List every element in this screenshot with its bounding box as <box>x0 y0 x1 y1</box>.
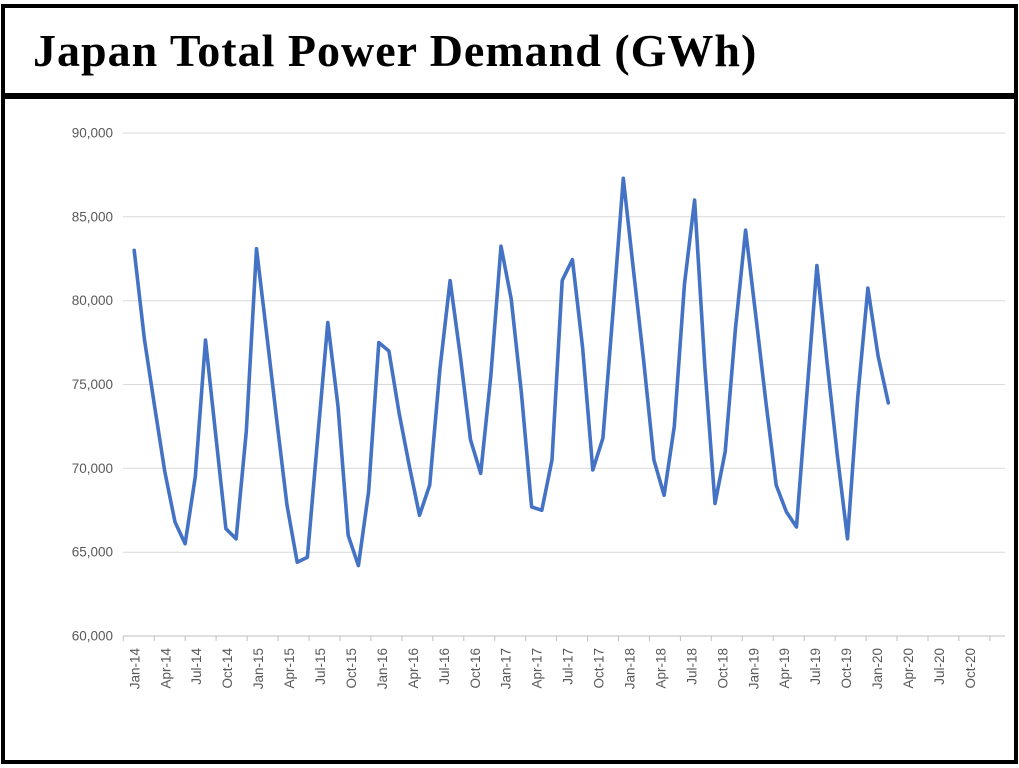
x-tick-label: Apr-19 <box>777 648 792 689</box>
x-tick-label: Oct-16 <box>468 648 483 689</box>
x-tick-label: Oct-14 <box>220 648 235 689</box>
x-tick-label: Jul-18 <box>684 648 699 685</box>
x-tick-label: Jan-20 <box>870 648 885 689</box>
x-tick-label: Jan-19 <box>746 648 761 689</box>
x-tick-label: Oct-18 <box>715 648 730 689</box>
x-tick-label: Oct-19 <box>839 648 854 689</box>
y-axis-labels: 90,000 85,000 80,000 75,000 70,000 65,000 60,0… <box>72 126 113 644</box>
y-tick-label: 60,000 <box>72 629 113 644</box>
x-tick-label: Jan-18 <box>623 648 638 689</box>
x-tick-label: Apr-14 <box>158 648 173 689</box>
title-bar: Japan Total Power Demand (GWh) <box>5 8 1014 99</box>
x-axis-ticks <box>122 636 991 641</box>
x-tick-label: Apr-15 <box>282 648 297 689</box>
y-tick-label: 75,000 <box>72 377 113 392</box>
y-tick-label: 90,000 <box>72 126 113 141</box>
x-tick-label: Jul-17 <box>561 648 576 685</box>
x-tick-label: Oct-17 <box>592 648 607 689</box>
y-tick-label: 65,000 <box>72 545 113 560</box>
x-tick-label: Jan-17 <box>499 648 514 689</box>
x-tick-label: Apr-16 <box>406 648 421 689</box>
outer-frame <box>1 4 1018 764</box>
y-tick-label: 85,000 <box>72 209 113 224</box>
x-tick-label: Jul-19 <box>808 648 823 685</box>
x-tick-label: Apr-17 <box>530 648 545 689</box>
y-tick-label: 70,000 <box>72 461 113 476</box>
x-axis-labels: Jan-14 Apr-14 Jul-14 Oct-14 Jan-15 Apr-15 Jul-… <box>127 648 978 690</box>
gridlines <box>123 132 1005 637</box>
x-tick-label: Jul-16 <box>437 648 452 685</box>
x-tick-label: Jul-14 <box>189 648 204 685</box>
y-tick-label: 80,000 <box>72 293 113 308</box>
x-tick-label: Jul-20 <box>932 648 947 685</box>
x-tick-label: Jan-16 <box>375 648 390 689</box>
x-tick-label: Apr-18 <box>653 648 668 689</box>
x-tick-label: Jan-14 <box>127 648 142 690</box>
x-tick-label: Jul-15 <box>313 648 328 685</box>
demand-line-series <box>132 176 891 568</box>
x-tick-label: Oct-15 <box>344 648 359 689</box>
x-tick-label: Oct-20 <box>963 648 978 689</box>
x-tick-label: Apr-20 <box>901 648 916 689</box>
chart-title: Japan Total Power Demand (GWh) <box>33 25 758 76</box>
x-tick-label: Jan-15 <box>251 648 266 689</box>
